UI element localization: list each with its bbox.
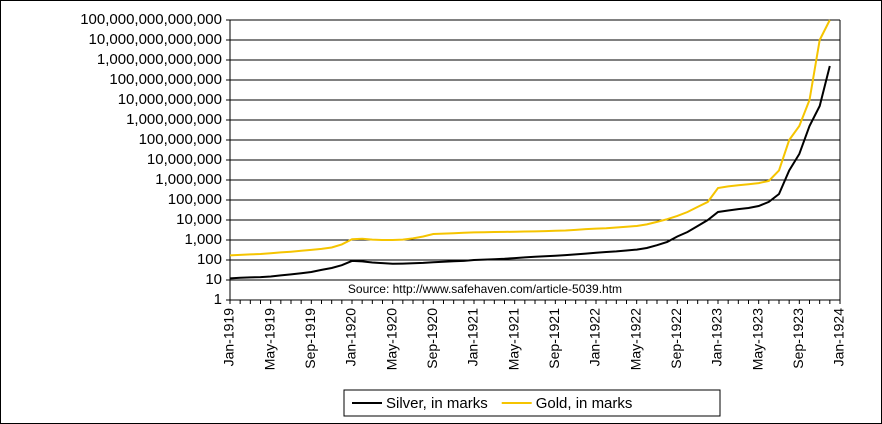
x-tick-label: Sep-1922 <box>668 308 684 369</box>
x-tick-label: May-1921 <box>505 308 521 370</box>
legend: Silver, in marks Gold, in marks <box>343 389 721 417</box>
y-tick-label: 10 <box>205 271 222 288</box>
y-tick-label: 100,000,000,000,000 <box>80 11 222 28</box>
x-tick-label: May-1923 <box>749 308 765 370</box>
x-tick-label: Jan-1924 <box>831 308 847 367</box>
y-tick-label: 100,000,000,000 <box>109 71 222 88</box>
series-line <box>229 19 831 257</box>
x-tick-label: May-1922 <box>627 308 643 370</box>
x-tick-label: Sep-1919 <box>302 308 318 369</box>
x-tick-label: May-1919 <box>261 308 277 370</box>
legend-label: Gold, in marks <box>536 395 633 412</box>
y-tick-label: 10,000,000 <box>147 151 222 168</box>
y-tick-label: 10,000 <box>176 211 222 228</box>
legend-label: Silver, in marks <box>386 395 488 412</box>
x-tick-label: Jan-1919 <box>221 308 237 367</box>
y-tick-label: 1 <box>214 291 222 308</box>
y-tick-label: 10,000,000,000 <box>118 91 222 108</box>
y-tick-label: 100,000 <box>168 191 222 208</box>
y-tick-label: 100 <box>197 251 222 268</box>
y-tick-label: 1,000 <box>184 231 222 248</box>
x-tick-label: Sep-1921 <box>546 308 562 369</box>
y-tick-label: 100,000,000 <box>139 131 222 148</box>
series-line <box>229 65 831 280</box>
x-tick-label: Jan-1922 <box>587 308 603 367</box>
y-tick-label: 10,000,000,000,000 <box>89 31 222 48</box>
x-tick-label: Jan-1923 <box>709 308 725 367</box>
legend-box <box>343 389 721 417</box>
x-tick-label: Jan-1921 <box>465 308 481 367</box>
annotation: Source: http://www.safehaven.com/article… <box>348 282 622 296</box>
x-tick-label: Sep-1920 <box>424 308 440 369</box>
x-tick-label: May-1920 <box>383 308 399 370</box>
y-tick-label: 1,000,000,000,000 <box>97 51 222 68</box>
x-tick-label: Sep-1923 <box>790 308 806 369</box>
y-tick-label: 1,000,000 <box>155 171 222 188</box>
x-tick-label: Jan-1920 <box>343 308 359 367</box>
y-tick-label: 1,000,000,000 <box>126 111 222 128</box>
